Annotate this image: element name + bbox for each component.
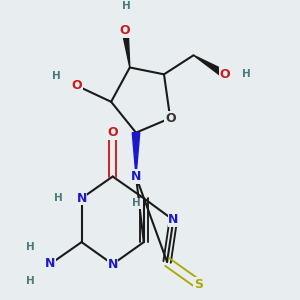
- Text: N: N: [107, 258, 118, 271]
- Polygon shape: [122, 30, 130, 68]
- Polygon shape: [132, 133, 140, 176]
- Text: H: H: [26, 276, 34, 286]
- Polygon shape: [194, 55, 226, 78]
- Text: O: O: [120, 24, 130, 37]
- Text: O: O: [72, 79, 82, 92]
- Text: O: O: [107, 126, 118, 139]
- Text: N: N: [45, 257, 56, 270]
- Text: O: O: [219, 68, 230, 81]
- Text: H: H: [26, 242, 34, 252]
- Text: H: H: [132, 198, 140, 208]
- Text: O: O: [165, 112, 175, 125]
- Text: N: N: [131, 170, 141, 183]
- Text: N: N: [168, 214, 178, 226]
- Text: S: S: [194, 278, 203, 291]
- Text: H: H: [122, 1, 131, 11]
- Text: H: H: [52, 71, 61, 81]
- Text: H: H: [242, 69, 251, 79]
- Text: N: N: [76, 192, 87, 205]
- Text: H: H: [54, 193, 63, 203]
